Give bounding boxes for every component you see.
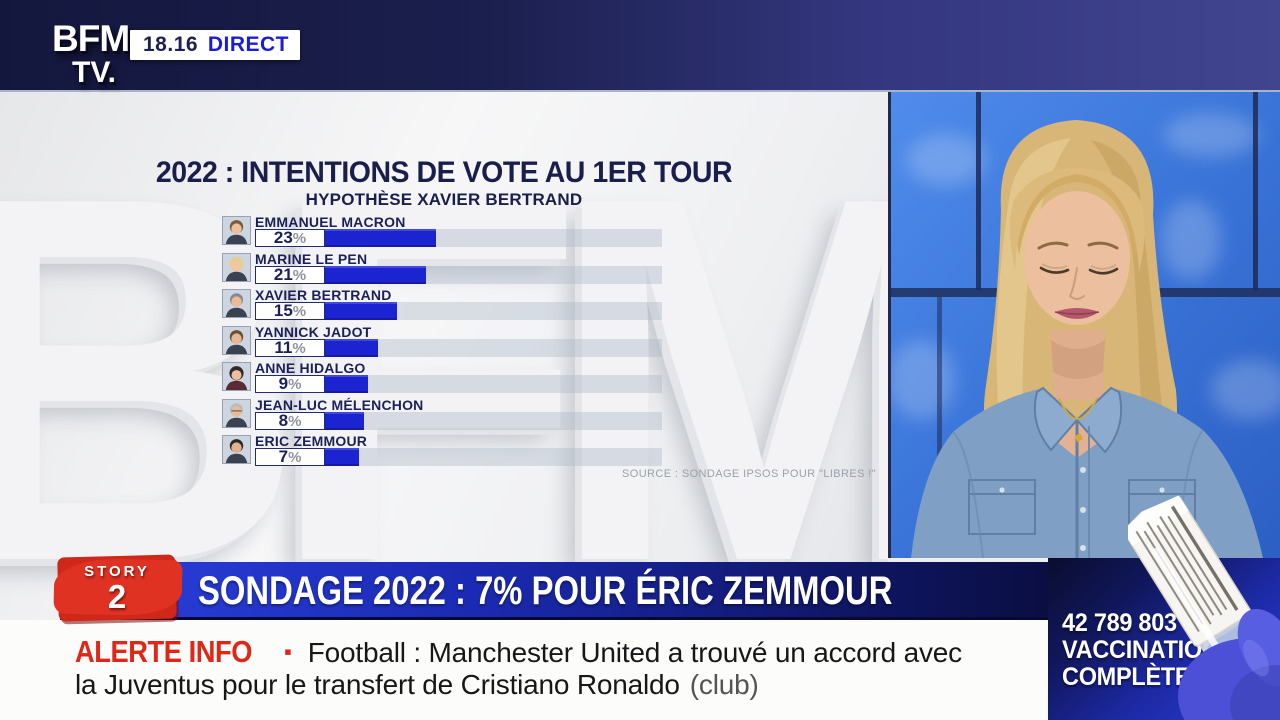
- story-badge-label: STORY: [84, 562, 150, 580]
- value: 23: [273, 228, 293, 247]
- bar-line: 15%: [255, 302, 865, 320]
- bar-track: [325, 448, 662, 466]
- value: 8: [278, 410, 289, 430]
- value-box: 15%: [255, 302, 325, 320]
- vaccination-line2: VACCINATIONS: [1062, 636, 1235, 664]
- poll-row: EMMANUEL MACRON 23%: [222, 214, 872, 249]
- chart-subtitle: HYPOTHÈSE XAVIER BERTRAND: [305, 190, 583, 209]
- bar-fill: [325, 338, 378, 357]
- vaccination-counter-panel: 42 789 803 VACCINATIONS COMPLÈTES: [1048, 558, 1280, 720]
- bar-track: [325, 411, 662, 430]
- headline-banner: SONDAGE 2022 : 7% POUR ÉRIC ZEMMOUR: [60, 562, 1048, 620]
- headline-text: SONDAGE 2022 : 7% POUR ÉRIC ZEMMOUR: [198, 569, 893, 613]
- candidate-photo: [222, 362, 251, 391]
- bar-track: [325, 302, 662, 320]
- candidate-name: YANNICK JADOT: [255, 323, 372, 340]
- bar-line: 23%: [255, 229, 865, 247]
- value-box: 7%: [255, 448, 325, 466]
- bar-fill: [325, 265, 426, 284]
- bar-line: 11%: [255, 337, 865, 357]
- bar-line: 21%: [255, 264, 865, 284]
- candidate-name: EMMANUEL MACRON: [255, 214, 406, 230]
- logo-line1: BFM: [52, 18, 130, 59]
- unit: %: [292, 339, 306, 357]
- poll-row: MARINE LE PEN 21%: [222, 250, 872, 286]
- value: 7: [278, 447, 289, 466]
- bar-fill: [325, 448, 359, 466]
- alert-text-2: la Juventus pour le transfert de Cristia…: [75, 669, 680, 700]
- clock: 18.16: [143, 33, 199, 56]
- candidate-name: JEAN-LUC MÉLENCHON: [255, 396, 424, 413]
- bar-track: [325, 338, 662, 357]
- value: 21: [273, 264, 293, 284]
- vaccination-count: 42 789 803: [1062, 609, 1177, 637]
- candidate-name: ANNE HIDALGO: [255, 360, 366, 376]
- header-bar: BFM TV. 18.16 DIRECT: [0, 0, 1280, 92]
- bar-track: [325, 375, 662, 393]
- breaking-news-strip: ALERTE INFO ▪ Football : Manchester United…: [0, 620, 1048, 720]
- bar-fill: [325, 302, 397, 320]
- poll-row: YANNICK JADOT 11%: [222, 323, 872, 359]
- value: 11: [274, 337, 293, 357]
- chart-source: SOURCE : SONDAGE IPSOS POUR "LIBRES !": [622, 468, 877, 480]
- poll-chart-panel: BFM 2022 : INTENTIONS DE VOTE AU 1ER TOU…: [0, 90, 888, 720]
- bfm-watermark: BFM: [0, 90, 888, 670]
- alert-line-2: la Juventus pour le transfert de Cristia…: [75, 669, 759, 701]
- time-direct-box: 18.16 DIRECT: [130, 30, 300, 60]
- value: 9: [278, 374, 289, 393]
- bar-fill: [325, 411, 364, 430]
- value-box: 23%: [255, 229, 325, 247]
- alert-text-suffix: (club): [689, 669, 759, 700]
- candidate-photo: [222, 252, 251, 282]
- value-box: 21%: [255, 264, 325, 284]
- presenter-illustration: [891, 90, 1280, 558]
- logo-line2: TV.: [72, 56, 116, 89]
- poll-row: XAVIER BERTRAND 15%: [222, 287, 872, 322]
- story-badge: STORY 2: [58, 556, 176, 620]
- value-box: 9%: [255, 375, 325, 393]
- bfmtv-logo: BFM TV.: [52, 18, 130, 89]
- live-badge: DIRECT: [207, 33, 289, 56]
- candidate-name: MARINE LE PEN: [255, 250, 368, 267]
- alert-label: ALERTE INFO: [75, 634, 253, 669]
- value: 15: [273, 301, 293, 320]
- story-badge-number: 2: [107, 577, 127, 615]
- value-box: 8%: [255, 410, 325, 430]
- alert-line-1: ALERTE INFO ▪ Football : Manchester United…: [75, 634, 962, 670]
- candidate-photo: [222, 216, 251, 245]
- studio-video-feed: [888, 90, 1280, 558]
- unit: %: [292, 266, 307, 284]
- bar-fill: [325, 229, 436, 247]
- alert-text-1: Football : Manchester United a trouvé un…: [307, 637, 962, 668]
- vaccination-line3: COMPLÈTES: [1062, 663, 1206, 691]
- candidate-photo: [222, 325, 251, 355]
- poll-row: ERIC ZEMMOUR 7%: [222, 433, 872, 468]
- candidate-photo: [222, 289, 251, 318]
- poll-row: ANNE HIDALGO 9%: [222, 360, 872, 395]
- bar-fill: [325, 375, 368, 393]
- candidate-photo: [222, 435, 251, 464]
- value-box: 11%: [255, 337, 325, 357]
- bar-line: 7%: [255, 448, 865, 466]
- unit: %: [288, 376, 302, 393]
- unit: %: [288, 449, 302, 466]
- unit: %: [292, 230, 307, 247]
- chart-title: 2022 : INTENTIONS DE VOTE AU 1ER TOUR: [155, 156, 733, 189]
- unit: %: [292, 303, 307, 320]
- alert-bullet-icon: ▪: [284, 639, 292, 664]
- poll-row: JEAN-LUC MÉLENCHON 8%: [222, 396, 872, 432]
- candidate-name: ERIC ZEMMOUR: [255, 433, 368, 449]
- candidate-name: XAVIER BERTRAND: [255, 287, 392, 303]
- bar-line: 8%: [255, 410, 865, 430]
- vaccination-counter: 42 789 803 VACCINATIONS COMPLÈTES: [1062, 610, 1234, 691]
- candidate-photo: [222, 398, 251, 428]
- bar-line: 9%: [255, 375, 865, 393]
- unit: %: [288, 412, 302, 430]
